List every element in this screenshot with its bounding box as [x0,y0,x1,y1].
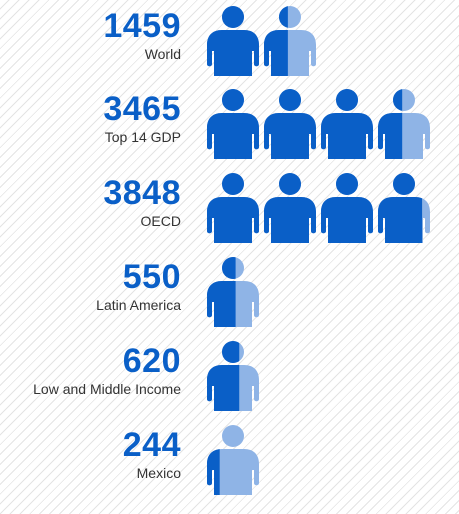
category-label: OECD [140,213,181,229]
person-icon [378,173,430,243]
value-label: 3465 [103,90,181,128]
value-label: 620 [122,342,181,380]
person-icon [321,173,373,243]
value-label: 244 [122,426,181,464]
person-icon-group [207,341,447,411]
person-icon-group [207,173,447,243]
person-icon [207,173,259,243]
person-icon-group [207,89,447,159]
person-icon [207,89,259,159]
person-icon [207,6,259,76]
category-label: Latin America [96,297,181,313]
pictogram-row: 3848 OECD [0,172,459,252]
person-icon [207,341,259,411]
person-icon-group [207,6,447,76]
person-icon [378,89,430,159]
pictogram-row: 3465 Top 14 GDP [0,88,459,168]
person-icon-group [207,257,447,327]
pictogram-row: 550 Latin America [0,256,459,336]
category-label: Top 14 GDP [104,129,181,145]
category-label: World [144,46,181,62]
person-icon [207,257,259,327]
value-label: 550 [122,258,181,296]
person-icon [264,89,316,159]
person-icon [264,173,316,243]
value-label: 1459 [103,7,181,45]
person-icon [207,425,259,495]
person-icon-group [207,425,447,495]
person-icon [264,6,316,76]
value-label: 3848 [103,174,181,212]
pictogram-row: 1459 World [0,5,459,85]
pictogram-row: 244 Mexico [0,424,459,504]
category-label: Mexico [136,465,181,481]
category-label: Low and Middle Income [33,381,181,397]
pictogram-row: 620 Low and Middle Income [0,340,459,420]
person-icon [321,89,373,159]
